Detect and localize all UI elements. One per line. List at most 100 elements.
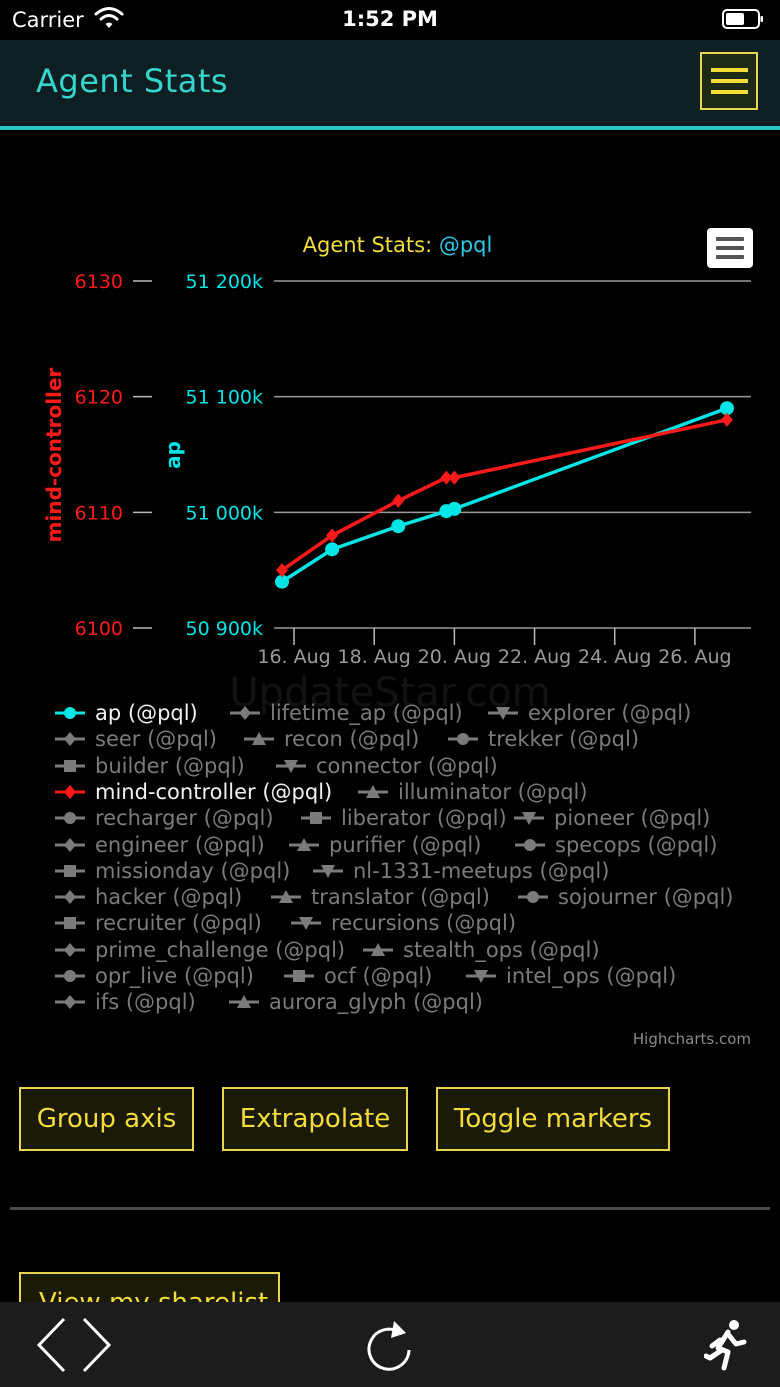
- legend-item[interactable]: engineer (@pql): [55, 832, 265, 858]
- legend-item-label: liberator (@pql): [341, 806, 507, 831]
- ap-data-point: [447, 501, 462, 516]
- x-axis-tick-label: 22. Aug: [498, 646, 571, 668]
- x-axis-tick-label: 18. Aug: [338, 646, 411, 668]
- chart-export-button[interactable]: [707, 228, 753, 268]
- legend-item[interactable]: ap (@pql): [55, 700, 198, 726]
- carrier-label: Carrier: [12, 8, 84, 32]
- chevron-right-icon[interactable]: [80, 1316, 114, 1378]
- legend-diamond-icon: [55, 732, 85, 747]
- legend-item-label: stealth_ops (@pql): [403, 937, 600, 962]
- app-header: Agent Stats: [0, 40, 780, 130]
- legend-item[interactable]: illuminator (@pql): [358, 779, 588, 805]
- export-menu-icon: [716, 237, 744, 241]
- legend-item[interactable]: pioneer (@pql): [514, 805, 710, 831]
- legend-item[interactable]: hacker (@pql): [55, 884, 242, 910]
- mind-controller-axis-tick-label: 6130: [75, 271, 123, 293]
- legend-diamond-icon: [55, 890, 85, 905]
- legend-square-icon: [55, 759, 85, 772]
- legend-item-label: recon (@pql): [284, 727, 420, 752]
- mind-controller-axis-tick-label: 6110: [75, 502, 123, 524]
- legend-item[interactable]: recursions (@pql): [291, 910, 516, 936]
- toggle-markers-button[interactable]: Toggle markers: [436, 1087, 670, 1151]
- legend-item[interactable]: connector (@pql): [276, 753, 498, 779]
- legend-item[interactable]: purifier (@pql): [289, 832, 481, 858]
- ap-axis-title: ap: [161, 441, 185, 469]
- legend-item[interactable]: builder (@pql): [55, 753, 245, 779]
- legend-item-label: aurora_glyph (@pql): [269, 990, 483, 1015]
- legend-item[interactable]: prime_challenge (@pql): [55, 937, 345, 963]
- legend-item-label: recharger (@pql): [95, 806, 274, 831]
- agent-stats-chart: Agent Stats: @pql 50 900k 51 000k 51 100k 5…: [0, 130, 780, 1060]
- legend-item-label: ap (@pql): [95, 701, 198, 725]
- legend-item-label: lifetime_ap (@pql): [270, 701, 463, 725]
- legend-item[interactable]: intel_ops (@pql): [466, 963, 676, 989]
- legend-item[interactable]: missionday (@pql): [55, 858, 290, 884]
- chart-title-handle: @pql: [438, 233, 493, 257]
- legend-item[interactable]: explorer (@pql): [488, 700, 691, 726]
- legend-item[interactable]: seer (@pql): [55, 726, 217, 752]
- legend-item[interactable]: recon (@pql): [244, 726, 419, 752]
- chart-legend: ap (@pql) lifetime_ap (@pql) explorer (@pq…: [0, 700, 780, 1020]
- ap-data-point: [719, 401, 734, 416]
- legend-item[interactable]: stealth_ops (@pql): [363, 937, 600, 963]
- hamburger-bar: [711, 79, 748, 83]
- legend-item-label: illuminator (@pql): [398, 779, 588, 804]
- chevron-left-icon[interactable]: [34, 1316, 68, 1378]
- x-axis-tick-label: 26. Aug: [658, 646, 731, 668]
- hamburger-menu-icon: [711, 68, 748, 72]
- chart-credits[interactable]: Highcharts.com: [632, 1030, 751, 1048]
- running-person-icon[interactable]: [703, 1318, 748, 1376]
- legend-item-label: intel_ops (@pql): [506, 964, 677, 988]
- legend-triangle-icon: [363, 942, 393, 956]
- legend-triangle-icon: [271, 890, 301, 904]
- legend-item[interactable]: ocf (@pql): [284, 963, 432, 989]
- legend-item-label: ifs (@pql): [95, 990, 196, 1015]
- chart-plot-area: 50 900k 51 000k 51 100k 51 200k 6100 6110 6120…: [42, 271, 751, 668]
- ap-axis-tick-label: 51 100k: [186, 387, 263, 409]
- wifi-icon: [94, 6, 124, 34]
- legend-item[interactable]: sojourner (@pql): [518, 884, 733, 910]
- ap-series-line: [281, 406, 728, 584]
- legend-item[interactable]: aurora_glyph (@pql): [229, 989, 483, 1015]
- legend-square-icon: [301, 812, 331, 825]
- x-axis-tick-label: 24. Aug: [578, 646, 651, 668]
- legend-item-label: translator (@pql): [311, 885, 490, 910]
- export-menu-bar: [716, 246, 744, 250]
- legend-item[interactable]: recharger (@pql): [55, 805, 274, 831]
- group-axis-button[interactable]: Group axis: [19, 1087, 194, 1151]
- export-menu-bar: [716, 255, 744, 259]
- mind-controller-axis-tick-label: 6120: [75, 387, 123, 409]
- ap-data-point: [391, 519, 406, 534]
- legend-item-label: purifier (@pql): [329, 832, 482, 857]
- legend-item[interactable]: nl-1331-meetups (@pql): [313, 858, 609, 884]
- legend-item[interactable]: recruiter (@pql): [55, 910, 262, 936]
- legend-item[interactable]: translator (@pql): [271, 884, 490, 910]
- legend-circle-icon: [55, 970, 85, 982]
- legend-item[interactable]: trekker (@pql): [448, 726, 639, 752]
- mind-controller-data-point: [448, 470, 461, 485]
- menu-button[interactable]: [700, 52, 758, 110]
- reload-icon[interactable]: [362, 1316, 418, 1378]
- chart-title: Agent Stats: @pql: [0, 233, 780, 257]
- mind-controller-axis-tick-label: 6100: [75, 618, 123, 640]
- ap-data-point: [275, 574, 290, 589]
- legend-item-label: connector (@pql): [316, 753, 498, 778]
- legend-item[interactable]: liberator (@pql): [301, 805, 507, 831]
- legend-item[interactable]: lifetime_ap (@pql): [230, 700, 463, 726]
- legend-diamond-icon: [55, 995, 85, 1010]
- legend-circle-icon: [448, 733, 478, 746]
- page-title: Agent Stats: [36, 62, 229, 100]
- extrapolate-button[interactable]: Extrapolate: [222, 1087, 408, 1151]
- legend-triangle-down-icon: [276, 759, 306, 773]
- status-bar: Carrier 1:52 PM: [0, 0, 780, 40]
- legend-item[interactable]: specops (@pql): [515, 832, 717, 858]
- legend-item-label: missionday (@pql): [95, 858, 291, 883]
- legend-triangle-down-icon: [488, 707, 518, 720]
- legend-item[interactable]: opr_live (@pql): [55, 963, 254, 989]
- legend-item[interactable]: ifs (@pql): [55, 989, 196, 1015]
- legend-diamond-icon: [55, 837, 85, 852]
- legend-item-label: builder (@pql): [95, 753, 245, 778]
- legend-triangle-icon: [244, 732, 274, 746]
- legend-triangle-down-icon: [313, 864, 343, 878]
- legend-item[interactable]: mind-controller (@pql): [55, 779, 332, 805]
